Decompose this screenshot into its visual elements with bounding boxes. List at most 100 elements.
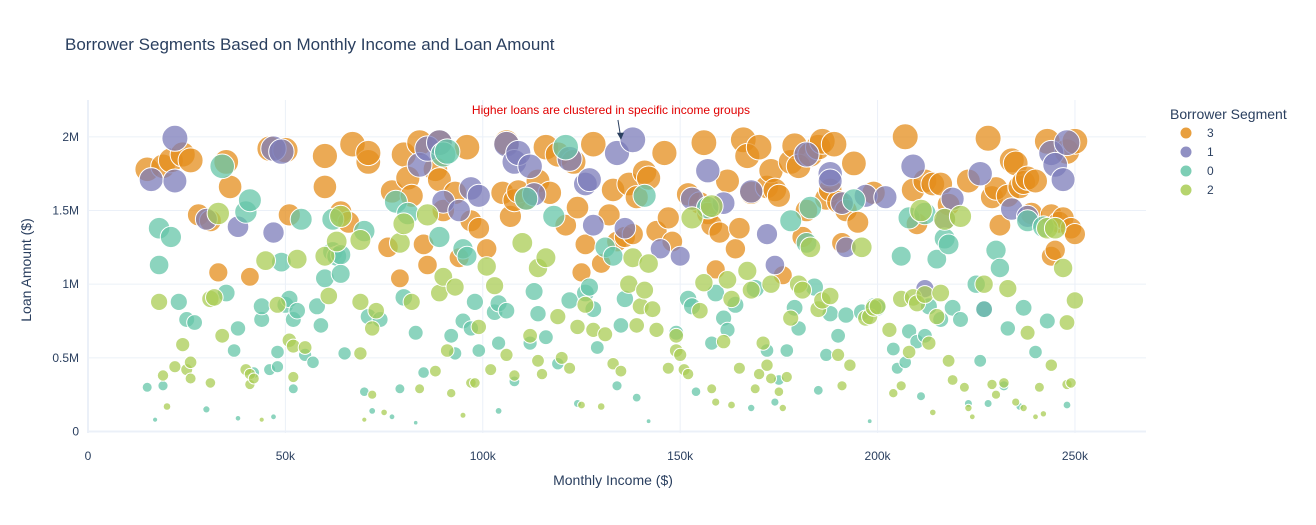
data-point[interactable] bbox=[779, 209, 803, 233]
data-point[interactable] bbox=[628, 317, 646, 334]
data-point[interactable] bbox=[724, 238, 747, 260]
data-point[interactable] bbox=[1019, 403, 1028, 413]
data-point[interactable] bbox=[1044, 239, 1066, 262]
data-point[interactable] bbox=[484, 363, 498, 377]
data-point[interactable] bbox=[900, 153, 926, 180]
data-point[interactable] bbox=[694, 273, 714, 293]
data-point[interactable] bbox=[183, 355, 198, 370]
data-point[interactable] bbox=[351, 292, 370, 311]
data-point[interactable] bbox=[881, 321, 898, 338]
data-point[interactable] bbox=[1014, 298, 1033, 317]
data-point[interactable] bbox=[820, 286, 840, 306]
data-point[interactable] bbox=[841, 150, 867, 177]
data-point[interactable] bbox=[390, 268, 410, 289]
data-point[interactable] bbox=[456, 245, 478, 267]
data-point[interactable] bbox=[162, 402, 172, 411]
data-point[interactable] bbox=[866, 418, 873, 425]
data-point[interactable] bbox=[836, 380, 848, 392]
data-point[interactable] bbox=[314, 245, 336, 267]
data-point[interactable] bbox=[465, 292, 484, 311]
data-point[interactable] bbox=[817, 168, 843, 194]
data-point[interactable] bbox=[330, 263, 351, 284]
data-point[interactable] bbox=[469, 377, 481, 389]
data-point[interactable] bbox=[380, 408, 388, 417]
data-point[interactable] bbox=[668, 327, 685, 344]
data-point[interactable] bbox=[699, 194, 724, 219]
data-point[interactable] bbox=[928, 308, 946, 326]
data-point[interactable] bbox=[206, 201, 231, 226]
data-point[interactable] bbox=[394, 383, 406, 395]
data-point[interactable] bbox=[895, 380, 907, 392]
data-point[interactable] bbox=[581, 213, 605, 237]
data-point[interactable] bbox=[673, 347, 688, 362]
data-point[interactable] bbox=[941, 353, 956, 368]
data-point[interactable] bbox=[717, 270, 738, 290]
data-point[interactable] bbox=[415, 203, 440, 227]
data-point[interactable] bbox=[560, 291, 579, 310]
data-point[interactable] bbox=[491, 335, 507, 351]
data-point[interactable] bbox=[329, 204, 353, 228]
data-point[interactable] bbox=[434, 138, 461, 165]
data-point[interactable] bbox=[727, 400, 736, 410]
data-point[interactable] bbox=[494, 407, 503, 415]
data-point[interactable] bbox=[240, 266, 260, 287]
data-point[interactable] bbox=[890, 245, 912, 267]
data-point[interactable] bbox=[1028, 344, 1043, 360]
data-point[interactable] bbox=[412, 419, 419, 426]
data-point[interactable] bbox=[773, 386, 785, 398]
data-point[interactable] bbox=[268, 138, 295, 165]
data-point[interactable] bbox=[466, 183, 491, 208]
data-point[interactable] bbox=[287, 383, 299, 395]
data-point[interactable] bbox=[204, 377, 217, 389]
data-point[interactable] bbox=[1038, 312, 1056, 330]
data-point[interactable] bbox=[901, 344, 917, 360]
data-point[interactable] bbox=[576, 295, 595, 314]
data-point[interactable] bbox=[998, 377, 1010, 389]
data-point[interactable] bbox=[447, 198, 471, 223]
data-point[interactable] bbox=[1062, 400, 1072, 410]
data-point[interactable] bbox=[159, 225, 182, 249]
data-point[interactable] bbox=[1032, 413, 1039, 421]
data-point[interactable] bbox=[964, 403, 973, 413]
data-point[interactable] bbox=[656, 206, 680, 230]
data-point[interactable] bbox=[325, 230, 348, 253]
data-point[interactable] bbox=[1065, 291, 1085, 310]
data-point[interactable] bbox=[569, 318, 586, 336]
data-point[interactable] bbox=[402, 292, 421, 311]
data-point[interactable] bbox=[429, 364, 442, 378]
data-point[interactable] bbox=[289, 207, 313, 231]
data-point[interactable] bbox=[611, 380, 623, 392]
data-point[interactable] bbox=[645, 418, 652, 425]
data-point[interactable] bbox=[765, 372, 777, 385]
data-point[interactable] bbox=[542, 204, 566, 228]
data-point[interactable] bbox=[288, 301, 307, 320]
data-point[interactable] bbox=[148, 254, 170, 276]
data-point[interactable] bbox=[749, 383, 761, 395]
data-point[interactable] bbox=[739, 179, 764, 204]
data-point[interactable] bbox=[614, 364, 628, 378]
data-point[interactable] bbox=[975, 300, 993, 319]
data-point[interactable] bbox=[745, 133, 773, 161]
data-point[interactable] bbox=[958, 381, 970, 393]
data-point[interactable] bbox=[973, 353, 988, 368]
data-point[interactable] bbox=[909, 198, 933, 223]
data-point[interactable] bbox=[986, 378, 998, 391]
data-point[interactable] bbox=[782, 309, 800, 327]
data-point[interactable] bbox=[552, 133, 580, 161]
data-point[interactable] bbox=[929, 408, 937, 417]
data-point[interactable] bbox=[209, 153, 235, 180]
data-point[interactable] bbox=[428, 225, 451, 249]
data-point[interactable] bbox=[538, 329, 554, 346]
data-point[interactable] bbox=[888, 388, 899, 399]
data-point[interactable] bbox=[1052, 257, 1074, 279]
data-point[interactable] bbox=[948, 204, 973, 228]
data-point[interactable] bbox=[602, 245, 624, 267]
data-point[interactable] bbox=[446, 388, 457, 399]
data-point[interactable] bbox=[921, 335, 937, 351]
data-point[interactable] bbox=[353, 346, 368, 361]
legend-item-2[interactable]: 2 bbox=[1179, 183, 1214, 197]
data-point[interactable] bbox=[549, 308, 567, 326]
data-point[interactable] bbox=[985, 239, 1007, 262]
data-point[interactable] bbox=[576, 167, 602, 193]
data-point[interactable] bbox=[471, 343, 487, 358]
